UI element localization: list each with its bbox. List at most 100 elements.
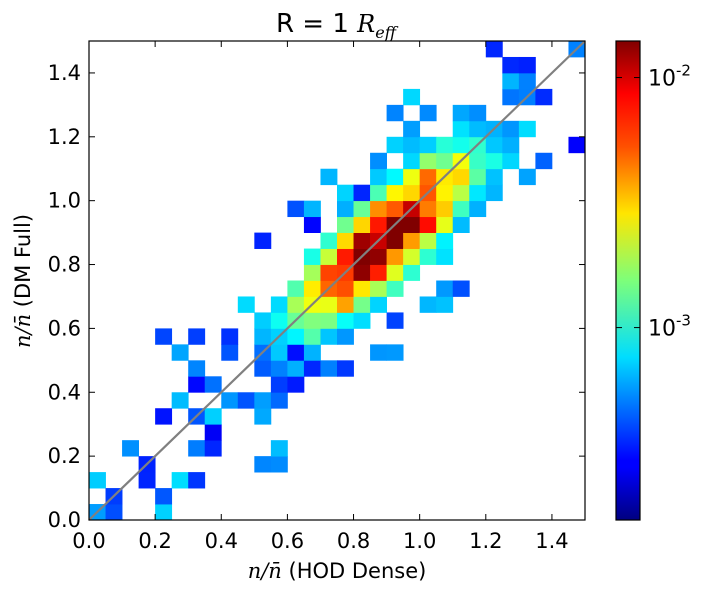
heatmap-cell [436,184,454,202]
heatmap-cell [337,328,354,345]
heatmap-cell [303,216,321,233]
heatmap-cell [188,360,206,377]
y-axis-label: n/n̄ (DM Full) [11,214,35,348]
heatmap-cell [320,296,338,313]
heatmap-cell [155,408,173,425]
heatmap-cell [436,152,454,170]
heatmap-cell [436,200,454,218]
heatmap-cell [386,280,404,297]
plot-frame [88,40,586,521]
heatmap-cell [386,104,404,122]
heatmap-cell [485,136,503,154]
heatmap-cell [155,328,173,345]
heatmap-cell [221,328,239,345]
heatmap-cell [105,504,123,521]
heatmap-cell [370,152,387,170]
heatmap-cell [270,312,288,329]
heatmap-cell [436,136,454,154]
heatmap-cell [419,200,437,218]
y-tick-label: 0.4 [48,380,81,404]
heatmap-cell [535,88,553,106]
heatmap-cell [204,424,222,441]
heatmap-cell [403,184,421,202]
heatmap-cell [419,232,437,249]
heatmap-cell [287,376,305,393]
heatmap-cell [485,41,503,58]
heatmap-cell [370,200,387,218]
heatmap-cell [485,152,503,170]
heatmap-cell [254,360,272,377]
heatmap-cell [204,376,222,393]
x-axis-label-math: n/n̄ [248,559,282,583]
heatmap-cell [353,184,371,202]
heatmap-cell [337,296,354,313]
heatmap-cell [320,264,338,281]
heatmap-cell [386,200,404,218]
heatmap-cell [353,280,371,297]
heatmap-cell [287,280,305,297]
heatmap-cell [452,184,470,202]
heatmap-cell [237,296,255,313]
heatmap-cell [469,184,487,202]
colorbar-tick-label: 10-3 [648,312,691,342]
heatmap-cell [485,168,503,186]
heatmap-cell [353,232,371,249]
heatmap-cell [469,152,487,170]
heatmap-cell [320,248,338,265]
heatmap-cell [518,120,536,138]
heatmap-cell [254,232,272,249]
heatmap-cell [419,248,437,265]
heatmap-cell [419,296,437,313]
heatmap-cell [188,376,206,393]
colorbar-tick-label: 10-2 [648,62,691,92]
heatmap-cell [188,440,206,457]
heatmap-cell [370,280,387,297]
heatmap-cell [270,296,288,313]
heatmap-cell [337,216,354,233]
heatmap-cell [337,232,354,249]
heatmap-cell [287,328,305,345]
heatmap-cell [386,136,404,154]
y-tick-label: 1.4 [48,61,81,85]
chart-title-text: R = 1 [276,9,349,39]
heatmap-cell [452,136,470,154]
heatmap-cell [337,312,354,329]
colorbar [616,41,640,520]
x-tick-label: 0.0 [72,529,105,553]
y-tick-label: 0.0 [48,508,81,532]
y-tick-label: 0.8 [48,253,81,277]
heatmap-cell [270,456,288,473]
heatmap-cell [188,472,206,489]
heatmap-cell [370,296,387,313]
heatmap-cell [353,216,371,233]
y-tick-label: 1.0 [48,189,81,213]
heatmap-cell [518,72,536,90]
heatmap-cell [254,328,272,345]
heatmap-cell [403,120,421,138]
heatmap-cell [403,264,421,281]
heatmap-cell [370,344,387,361]
heatmap-cell [237,392,255,409]
heatmap-cell [419,216,437,233]
heatmap-cell [403,168,421,186]
heatmap-cell [254,312,272,329]
heatmap-cell [337,280,354,297]
heatmap-cell [436,216,454,233]
y-axis-ticks: 0.0 0.2 0.4 0.6 0.8 1.0 1.2 1.4 [48,61,585,532]
heatmap-cell [386,248,404,265]
heatmap-cell [270,344,288,361]
heatmap-cell [502,136,520,154]
heatmap-cell [502,88,520,106]
heatmap-cell [303,200,321,218]
heatmap-cell [171,472,189,489]
heatmap-cell [452,120,470,138]
heatmap-cell [518,56,536,74]
chart-title-subscript: eff [375,23,398,42]
heatmap-cell [386,184,404,202]
heatmap-cell [386,344,404,361]
heatmap-cell [386,312,404,329]
heatmap-cell [419,152,437,170]
heatmap-cell [436,296,454,313]
heatmap-cell [518,168,536,186]
heatmap-cell [221,392,239,409]
